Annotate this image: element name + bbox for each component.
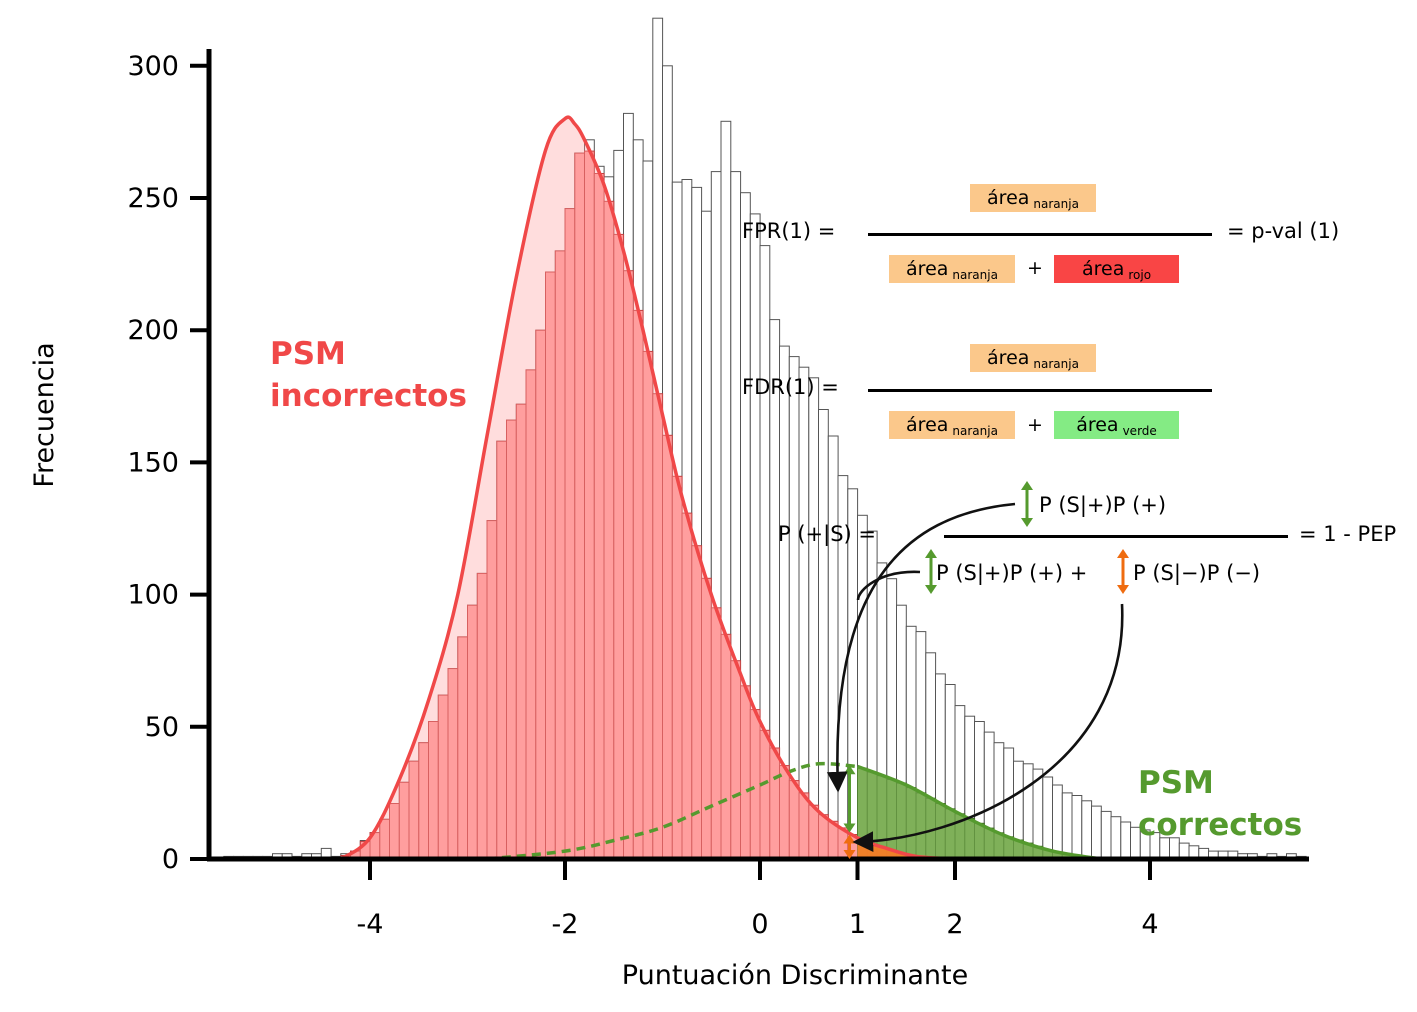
psm-correctos-label: PSM correctos <box>1138 762 1302 846</box>
fpr-den1-word: área <box>906 258 949 280</box>
x-tick-label: -4 <box>357 909 384 940</box>
histogram-bar <box>1120 821 1132 860</box>
histogram-bar <box>818 409 829 860</box>
y-tick-label: 250 <box>127 183 179 214</box>
fpr-plus: + <box>1027 257 1043 279</box>
axes: 0 50 100 150 200 250 300 -4 -2 0 1 2 4 Puntuación Dis… <box>29 49 1309 991</box>
fdr-den2-sub: verde <box>1122 424 1157 438</box>
x-tick-label: 4 <box>1141 909 1158 940</box>
histogram-bar <box>1042 776 1054 860</box>
psm-incorrectos-line1: PSM <box>270 336 346 372</box>
fdr-numerator-box: área naranja <box>970 344 1096 372</box>
denominator-orange-arrow-head-down <box>1117 585 1129 594</box>
fpr-fraction-bar <box>868 233 1212 236</box>
histogram-bar <box>1091 805 1102 860</box>
fpr-num-word: área <box>987 187 1030 209</box>
fdr-den2-word: área <box>1076 414 1119 436</box>
denominator-green-arrow-head-down <box>925 585 937 594</box>
denominator-connector-line <box>856 570 921 601</box>
fdr-num-word: área <box>987 347 1030 369</box>
density-areas <box>340 117 1102 860</box>
numerator-green-arrow <box>1021 481 1033 527</box>
y-tick-label: 300 <box>127 51 179 82</box>
bayes-fraction-bar <box>944 535 1288 538</box>
x-tick-label: 1 <box>849 909 866 940</box>
y-tick-label: 100 <box>127 580 179 611</box>
y-tick-label: 0 <box>162 844 179 875</box>
numerator-green-arrow-head-up <box>1021 481 1033 490</box>
x-tick-label: 0 <box>751 909 768 940</box>
psm-correctos-line1: PSM <box>1138 765 1214 801</box>
histogram-bar <box>1061 792 1073 860</box>
orange-connector-arrow <box>852 603 1124 853</box>
fdr-den1-word: área <box>906 414 949 436</box>
orange-height-arrow-head-down <box>843 850 856 859</box>
bayes-numerator: P (S|+)P (+) <box>1039 493 1167 517</box>
fdr-denominator-orange-box: área naranja <box>889 411 1015 439</box>
false-positive-area <box>857 837 955 859</box>
numerator-connector-arrow <box>826 502 1016 793</box>
denominator-orange-arrow-head-up <box>1117 549 1129 558</box>
psm-incorrectos-label: PSM incorrectos <box>270 333 467 417</box>
bayes-denominator-a: P (S|+)P (+) + <box>936 561 1088 585</box>
histogram-bar <box>1071 795 1083 860</box>
fpr-lhs: FPR(1) = <box>742 219 836 243</box>
bayes-lhs: P (+|S) = <box>778 522 876 546</box>
y-axis-label: Frecuencia <box>29 342 60 487</box>
y-tick-label: 50 <box>145 712 179 743</box>
histogram-bar <box>1081 800 1093 860</box>
annotation-arrows <box>826 481 1129 859</box>
fpr-den2-word: área <box>1081 258 1125 280</box>
fdr-den1-sub: naranja <box>952 424 998 438</box>
correct-density-curve-dashed <box>486 761 858 861</box>
correct-density-curve <box>856 764 1102 861</box>
fdr-lhs: FDR(1) = <box>742 375 839 399</box>
psm-correctos-line2: correctos <box>1138 807 1303 843</box>
y-tick-label: 200 <box>127 315 179 346</box>
x-tick-label: -2 <box>552 909 579 940</box>
green-height-arrow-head-down <box>843 823 856 833</box>
histogram-bar <box>798 366 810 860</box>
fpr-num-sub: naranja <box>1033 197 1079 211</box>
incorrect-density-curve <box>339 115 956 861</box>
denominator-orange-arrow <box>1117 549 1129 594</box>
numerator-green-arrow-head-down <box>1021 518 1033 527</box>
fdr-num-sub: naranja <box>1033 357 1079 371</box>
fpr-den1-sub: naranja <box>952 268 998 282</box>
x-axis-label: Puntuación Discriminante <box>622 960 968 991</box>
psm-incorrectos-line2: incorrectos <box>270 378 467 414</box>
fdr-plus: + <box>1027 414 1043 436</box>
histogram-bar <box>808 377 820 860</box>
denominator-green-arrow <box>925 549 937 594</box>
histogram-bar <box>827 435 839 860</box>
fpr-den2-sub: rojo <box>1128 268 1152 282</box>
fpr-rhs: = p-val (1) <box>1227 219 1340 243</box>
incorrect-density-area <box>340 117 955 860</box>
density-curves <box>339 115 1102 861</box>
denominator-green-arrow-head-up <box>925 549 937 558</box>
bayes-denominator-b: P (S|−)P (−) <box>1133 561 1261 585</box>
histogram-bar <box>1052 784 1063 860</box>
histogram-bar <box>1100 810 1112 860</box>
fpr-denominator-orange-box: área naranja <box>889 255 1015 283</box>
correct-density-area <box>857 766 1102 859</box>
fdr-fraction-bar <box>868 389 1212 392</box>
x-tick-label: 2 <box>946 909 963 940</box>
histogram-bar <box>1110 816 1122 860</box>
fdr-denominator-green-box: área verde <box>1054 411 1179 439</box>
fpr-denominator-red-box: área rojo <box>1054 255 1179 283</box>
fpr-numerator-box: área naranja <box>970 184 1096 212</box>
y-tick-label: 150 <box>127 447 179 478</box>
bayes-rhs: = 1 - PEP <box>1299 522 1397 546</box>
